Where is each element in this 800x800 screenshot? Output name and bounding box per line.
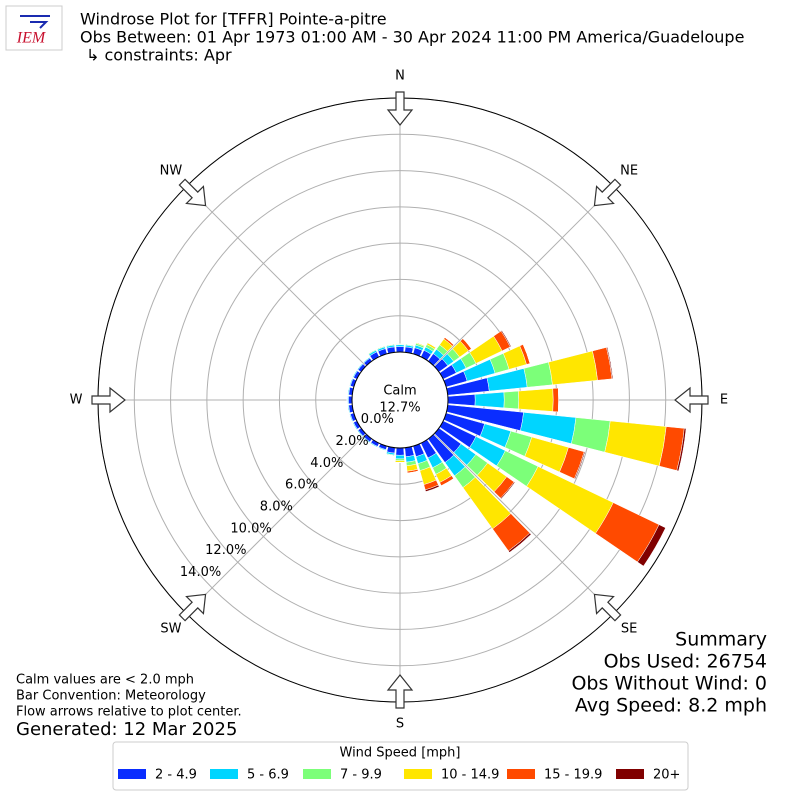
compass-label: N: [395, 69, 405, 84]
logo-text: IEM: [16, 30, 47, 47]
legend-swatch: [616, 769, 644, 779]
legend-label: 5 - 6.9: [247, 768, 289, 783]
bar-segment: [444, 337, 454, 346]
spoke: [433, 186, 614, 367]
bar-segment: [604, 420, 667, 467]
flow-arrow: [387, 91, 413, 126]
bar-segment: [518, 388, 554, 412]
r-tick-label: 14.0%: [180, 565, 221, 580]
summary-line: Obs Used: 26754: [604, 651, 767, 673]
summary-line: Avg Speed: 8.2 mph: [575, 695, 767, 717]
spoke: [433, 433, 614, 614]
bar-segment: [395, 454, 405, 460]
summary-line: Summary: [675, 629, 767, 651]
generated: Generated: 12 Mar 2025: [16, 719, 237, 740]
bar-segment: [368, 349, 376, 354]
chart-subtitle: Obs Between: 01 Apr 1973 01:00 AM - 30 A…: [80, 28, 744, 47]
bar-segment: [362, 437, 370, 444]
legend-swatch: [118, 769, 146, 779]
compass-label: SW: [160, 622, 181, 637]
r-tick-label: 4.0%: [310, 456, 343, 471]
calm-value: 12.7%: [379, 401, 420, 416]
bar-segment: [500, 481, 516, 500]
constraints: ↳ constraints: Apr: [86, 46, 232, 65]
bar-segment: [347, 405, 349, 414]
note: Bar Convention: Meteorology: [16, 689, 206, 704]
calm-circle: [351, 351, 449, 449]
note: Calm values are < 2.0 mph: [16, 673, 194, 688]
r-tick-label: 10.0%: [230, 521, 271, 536]
legend-label: 15 - 19.9: [544, 768, 602, 783]
rose: [97, 97, 703, 703]
bar-segment: [508, 532, 532, 553]
bar-segment: [424, 484, 440, 492]
legend-title: Wind Speed [mph]: [340, 746, 461, 761]
compass-label: S: [396, 717, 404, 732]
compass-label: W: [70, 393, 83, 408]
legend-swatch: [507, 769, 535, 779]
compass-label: SE: [621, 622, 637, 637]
bar-segment: [523, 361, 553, 388]
legend-frame: [112, 741, 689, 791]
logo: IEM: [5, 5, 63, 51]
legend-label: 10 - 14.9: [441, 768, 499, 783]
compass-label: E: [720, 393, 728, 408]
bar-segment: [474, 391, 505, 409]
legend-swatch: [404, 769, 432, 779]
legend-swatch: [210, 769, 238, 779]
legend-label: 2 - 4.9: [155, 768, 197, 783]
bar-segment: [606, 346, 614, 380]
flow-arrow: [674, 387, 709, 413]
bar-segment: [548, 350, 598, 386]
flow-arrow: [387, 674, 413, 709]
bar-segment: [574, 451, 586, 480]
logo-icon: [20, 15, 50, 29]
legend-label: 20+: [653, 768, 680, 783]
bar-segment: [500, 330, 512, 348]
legend-swatch: [303, 769, 331, 779]
bar-segment: [462, 338, 472, 349]
spoke: [186, 186, 367, 367]
r-tick-label: 6.0%: [285, 478, 318, 493]
r-tick-label: 12.0%: [205, 543, 246, 558]
legend-label: 7 - 9.9: [340, 768, 382, 783]
bar-segment: [552, 387, 559, 413]
bar-segment: [571, 417, 611, 453]
logo-frame: [5, 5, 63, 51]
r-tick-label: 8.0%: [260, 499, 293, 514]
calm-label: Calm: [383, 384, 416, 399]
r-tick-label: 0.0%: [361, 412, 394, 427]
bar-segment: [447, 394, 476, 406]
bar-segment: [637, 524, 666, 567]
bar-segment: [395, 346, 405, 353]
bar-segment: [427, 342, 437, 348]
compass-label: NE: [620, 163, 638, 178]
bar-segment: [676, 428, 687, 472]
flow-arrow: [91, 387, 126, 413]
compass-label: NW: [160, 163, 183, 178]
bar-segment: [356, 362, 363, 370]
bar-segment: [503, 390, 520, 410]
spoke: [186, 433, 367, 614]
note: Flow arrows relative to plot center.: [16, 705, 242, 720]
bar-segment: [395, 447, 405, 456]
legend: 2 - 4.9 5 - 6.9 7 - 9.9 10 - 14.9 15 - 19.9 2…: [118, 768, 680, 783]
chart-title: Windrose Plot for [TFFR] Pointe-a-pitre: [80, 10, 387, 29]
r-tick-label: 2.0%: [336, 434, 369, 449]
summary-line: Obs Without Wind: 0: [571, 673, 767, 695]
